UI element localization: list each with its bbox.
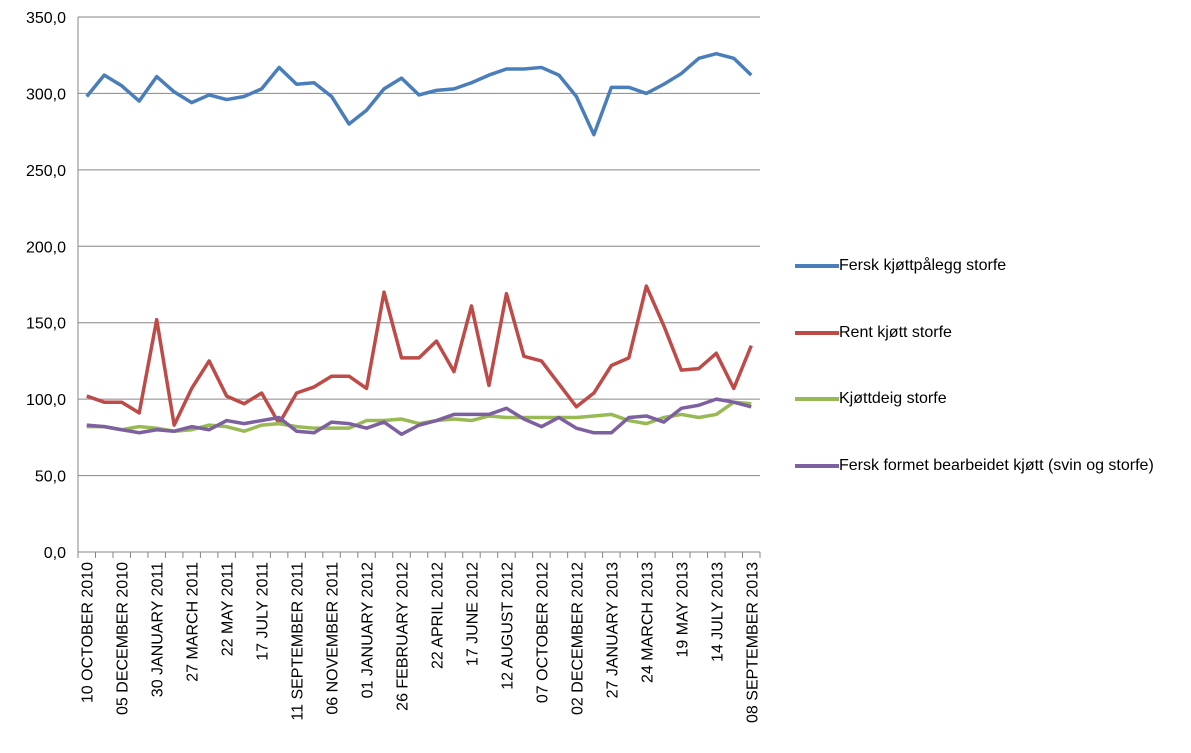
legend-label: Fersk kjøttpålegg storfe [839,257,1007,274]
x-tick-label: 17 JULY 2011 [255,562,272,661]
x-tick-label: 12 AUGUST 2012 [499,562,516,690]
x-tick-label: 19 MAY 2013 [674,562,691,658]
series-line [85,51,753,137]
series-line [86,397,752,437]
x-tick-label: 24 MARCH 2013 [639,562,656,683]
y-tick-label: 50,0 [35,469,66,486]
legend-swatch [795,397,839,401]
y-tick-label: 200,0 [26,239,66,256]
legend-item: Rent kjøtt storfe [795,322,1191,344]
x-tick-label: 27 JANUARY 2013 [604,562,621,698]
legend-item: Fersk kjøttpålegg storfe [795,255,1191,277]
legend-swatch [795,464,839,468]
legend-item: Kjøttdeig storfe [795,388,1191,410]
x-tick-label: 14 JULY 2013 [709,562,726,662]
y-tick-label: 300,0 [26,86,66,103]
x-tick-label: 10 OCTOBER 2010 [80,562,97,703]
x-tick-label: 22 MAY 2011 [220,562,237,656]
series-line [86,284,753,427]
x-tick-label: 11 SEPTEMBER 2011 [290,562,307,721]
x-tick-label: 07 OCTOBER 2012 [534,562,551,703]
x-tick-label: 22 APRIL 2012 [429,562,446,669]
x-tick-label: 27 MARCH 2011 [185,562,202,682]
y-tick-label: 150,0 [26,316,66,333]
legend-swatch [795,264,839,268]
x-tick-label: 30 JANUARY 2011 [150,562,167,697]
x-tick-label: 02 DECEMBER 2012 [569,562,586,715]
legend-item: Fersk formet bearbeidet kjøtt (svin og s… [795,455,1191,477]
legend-swatch [795,331,839,335]
legend-label: Rent kjøtt storfe [839,324,952,341]
x-tick-label: 08 SEPTEMBER 2013 [744,562,761,723]
y-tick-label: 100,0 [26,392,66,409]
y-tick-label: 350,0 [26,10,66,27]
y-tick-label: 0,0 [44,545,66,562]
y-tick-label: 250,0 [26,163,66,180]
x-tick-label: 06 NOVEMBER 2011 [325,562,342,715]
legend-label: Fersk formet bearbeidet kjøtt (svin og s… [839,457,1154,474]
x-tick-label: 17 JUNE 2012 [464,562,481,666]
x-tick-label: 26 FEBRUARY 2012 [395,562,412,711]
x-tick-label: 05 DECEMBER 2010 [115,562,132,715]
legend-label: Kjøttdeig storfe [839,390,947,407]
x-tick-label: 01 JANUARY 2012 [360,562,377,698]
